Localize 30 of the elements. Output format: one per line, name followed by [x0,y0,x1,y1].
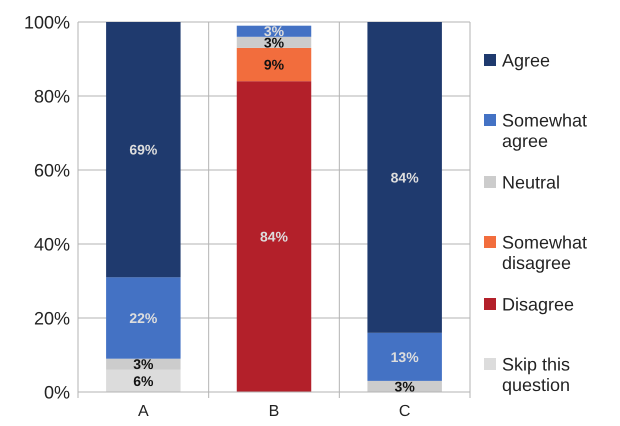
y-tick-label: 40% [34,234,70,254]
data-label: 3% [133,356,154,372]
bar [367,332,442,381]
legend-label: Disagree [502,294,574,314]
y-tick-label: 80% [34,86,70,106]
bar [106,22,181,278]
data-label: 84% [260,228,289,244]
bar [106,277,181,359]
legend-label: Agree [502,50,550,70]
legend-label: Somewhat disagree [502,232,588,273]
data-label: 13% [390,348,420,365]
y-tick-label: 0% [44,382,70,402]
legend-label: Somewhat agree [502,110,588,151]
y-tick-label: 100% [24,12,70,32]
x-tick-label: A [138,403,149,420]
x-tick-label: C [398,403,410,420]
y-tick-label: 20% [34,308,70,328]
data-label: 84% [390,169,420,186]
y-tick-label: 60% [34,160,70,180]
legend-label: Skip this question [502,354,570,395]
bar [236,48,312,82]
bar [367,22,442,333]
data-label: 6% [133,372,154,389]
data-label: 22% [129,310,158,326]
data-label: 3% [394,378,416,394]
x-tick-label: B [268,403,280,420]
bar [236,81,312,392]
legend-label: Neutral [502,172,560,192]
data-label: 69% [129,142,158,158]
data-label: 9% [264,56,285,72]
